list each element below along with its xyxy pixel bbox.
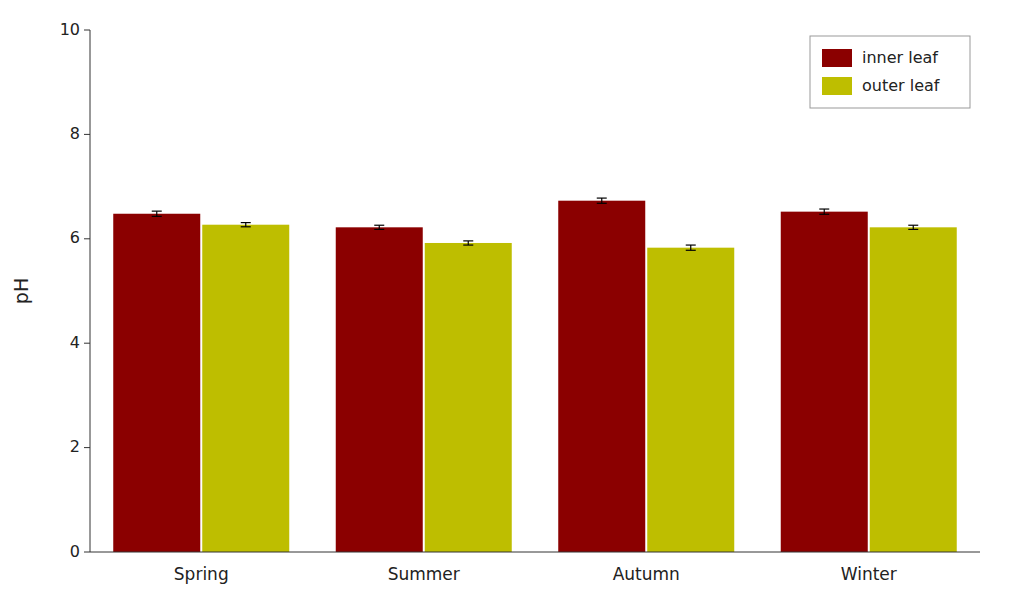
y-axis-line [90, 30, 91, 552]
legend-swatch [822, 49, 852, 67]
error-cap [463, 240, 473, 241]
error-cap [241, 226, 251, 227]
y-tick [84, 134, 90, 135]
error-cap [908, 225, 918, 226]
legend-swatch [822, 77, 852, 95]
error-stem [156, 211, 157, 216]
error-cap [241, 222, 251, 223]
y-tick [84, 447, 90, 448]
error-cap [374, 229, 384, 230]
bar [781, 212, 868, 552]
error-cap [686, 244, 696, 245]
y-tick [84, 343, 90, 344]
bar [558, 201, 645, 552]
bar [113, 214, 200, 552]
bar [647, 248, 734, 552]
bar [870, 227, 957, 552]
error-stem [913, 225, 914, 229]
bar [425, 243, 512, 552]
error-stem [824, 209, 825, 214]
y-tick-label: 0 [70, 542, 80, 561]
error-cap [152, 211, 162, 212]
error-bar [908, 225, 918, 229]
error-cap [819, 208, 829, 209]
legend-label: inner leaf [862, 48, 938, 67]
error-cap [597, 197, 607, 198]
error-cap [908, 229, 918, 230]
x-tick-label: Spring [174, 564, 229, 584]
x-tick-label: Summer [388, 564, 460, 584]
y-tick-label: 6 [70, 228, 80, 247]
legend-box [810, 36, 970, 108]
y-tick-label: 8 [70, 124, 80, 143]
y-tick-label: 4 [70, 333, 80, 352]
y-tick [84, 238, 90, 239]
y-axis-label: pH [10, 278, 32, 304]
error-stem [379, 225, 380, 229]
x-tick-label: Autumn [613, 564, 680, 584]
error-stem [601, 198, 602, 203]
y-tick-label: 2 [70, 437, 80, 456]
error-stem [690, 245, 691, 250]
error-cap [819, 214, 829, 215]
y-tick [84, 552, 90, 553]
error-bar [152, 211, 162, 216]
x-tick-label: Winter [841, 564, 897, 584]
error-bar [463, 241, 473, 245]
bar [336, 227, 423, 552]
error-bar [374, 225, 384, 229]
error-stem [245, 223, 246, 227]
x-axis-line [90, 552, 980, 553]
error-cap [686, 250, 696, 251]
bar [202, 225, 289, 552]
chart: 0 2 4 6 8 10 pH Spring Summer Autumn Winter inner l… [0, 0, 1010, 612]
error-cap [463, 244, 473, 245]
y-tick [84, 30, 90, 31]
error-cap [374, 225, 384, 226]
legend: inner leaf outer leaf [810, 36, 970, 108]
error-bar [686, 245, 696, 250]
bars [113, 198, 957, 552]
legend-label: outer leaf [862, 76, 940, 95]
y-tick-label: 10 [60, 20, 80, 39]
error-bar [597, 198, 607, 203]
error-bar [819, 209, 829, 214]
error-stem [468, 241, 469, 245]
error-bar [241, 223, 251, 227]
error-cap [152, 216, 162, 217]
error-cap [597, 203, 607, 204]
